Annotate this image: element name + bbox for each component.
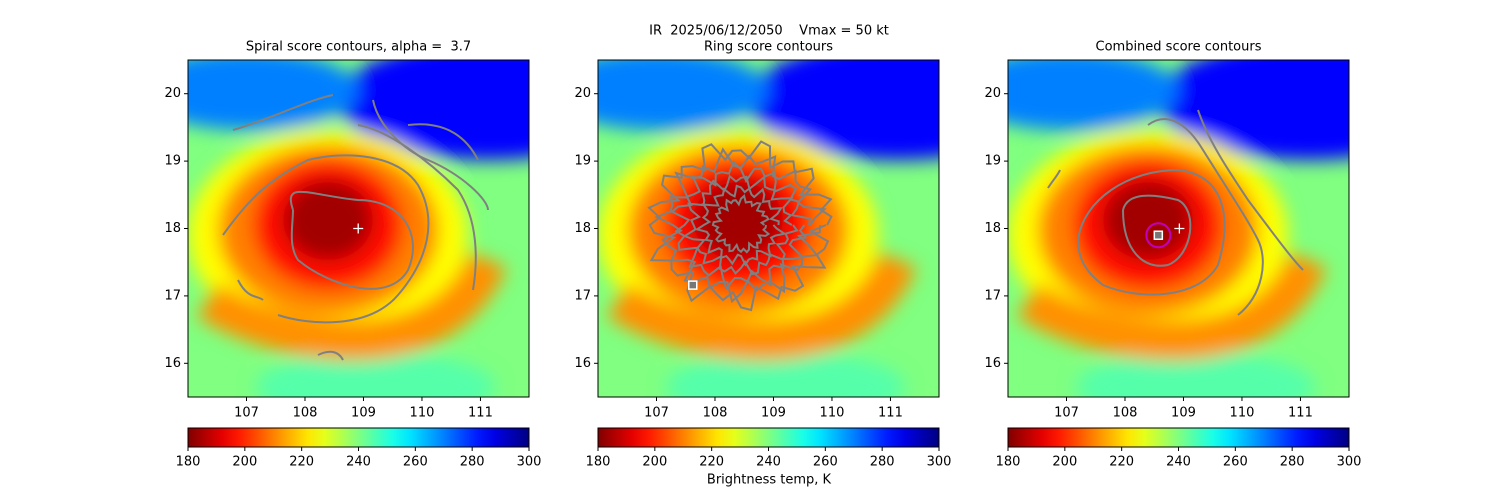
x-tick-label: 107 [644, 406, 669, 421]
colorbar [1007, 427, 1350, 448]
colorbar-tick-label: 240 [346, 455, 371, 470]
x-tick-label: 111 [878, 406, 903, 421]
y-tick-label: 20 [574, 86, 591, 101]
center-square [1153, 230, 1164, 240]
contours [222, 94, 489, 361]
colorbar-tick-label: 280 [870, 455, 895, 470]
cloud [1159, 60, 1349, 160]
contour [232, 94, 334, 131]
x-tick-label: 108 [703, 406, 728, 421]
colorbar-tick-label: 240 [756, 455, 781, 470]
cloud [1008, 60, 1178, 130]
x-tick-label: 110 [1230, 406, 1255, 421]
colorbar-tick-label: 200 [232, 455, 257, 470]
cloud [255, 352, 496, 397]
colorbar-tick-label: 280 [1280, 455, 1305, 470]
contour [1197, 109, 1304, 271]
x-tick-label: 111 [468, 406, 493, 421]
colorbar-tick-label: 220 [699, 455, 724, 470]
colorbar-tick-label: 280 [460, 455, 485, 470]
x-tick-label: 107 [234, 406, 259, 421]
contour [237, 279, 264, 301]
panel-title: Spiral score contours, alpha = 3.7 [246, 40, 471, 55]
cloud [188, 60, 358, 130]
x-tick-label: 109 [1171, 406, 1196, 421]
colorbar [597, 427, 940, 448]
image [188, 60, 529, 397]
x-tick-label: 108 [293, 406, 318, 421]
colorbar-tick-label: 220 [289, 455, 314, 470]
colorbar-tick-label: 300 [927, 455, 952, 470]
image [598, 60, 939, 397]
colorbar-tick-label: 240 [1166, 455, 1191, 470]
colorbar-label: Brightness temp, K [707, 473, 832, 488]
cloud [1075, 352, 1316, 397]
colorbar [187, 427, 530, 448]
center-circle [1145, 222, 1172, 249]
cloud [665, 352, 906, 397]
x-tick-label: 108 [1113, 406, 1138, 421]
x-tick-label: 109 [761, 406, 786, 421]
contour [647, 140, 833, 312]
center-plus [1174, 223, 1185, 234]
cloud [749, 60, 939, 160]
contour [289, 190, 414, 290]
y-tick-label: 19 [984, 154, 1001, 169]
contour [317, 350, 344, 361]
contour [1047, 169, 1061, 189]
colorbar-tick-label: 200 [1052, 455, 1077, 470]
colorbar-tick-label: 260 [403, 455, 428, 470]
contour [407, 123, 479, 161]
figure-title: IR 2025/06/12/2050 Vmax = 50 kt [649, 24, 889, 39]
contour [1147, 118, 1264, 316]
contour [222, 154, 430, 324]
cloud [1103, 180, 1193, 260]
contour [1077, 168, 1226, 296]
y-tick-label: 16 [984, 356, 1001, 371]
spiral-band [196, 251, 507, 360]
center-plus [353, 223, 364, 234]
y-tick-label: 20 [164, 86, 181, 101]
x-tick-label: 107 [1054, 406, 1079, 421]
y-tick-label: 18 [984, 221, 1001, 236]
y-tick-label: 19 [574, 154, 591, 169]
image [1008, 60, 1349, 397]
y-tick-label: 16 [164, 356, 181, 371]
colorbar-tick-label: 300 [1337, 455, 1362, 470]
colorbar-tick-label: 180 [586, 455, 611, 470]
x-tick-label: 109 [351, 406, 376, 421]
y-tick-label: 17 [164, 288, 181, 303]
spiral-band [1016, 251, 1327, 360]
center-square [688, 280, 698, 290]
colorbar-tick-label: 180 [176, 455, 201, 470]
x-tick-label: 111 [1288, 406, 1313, 421]
spiral-band [606, 251, 917, 360]
contours [1047, 109, 1304, 316]
y-tick-label: 17 [984, 288, 1001, 303]
colorbar-tick-label: 260 [813, 455, 838, 470]
panel-title: Ring score contours [704, 40, 833, 55]
colorbar-tick-label: 220 [1109, 455, 1134, 470]
image-field [1008, 60, 1349, 397]
y-tick-label: 19 [164, 154, 181, 169]
colorbar-tick-label: 200 [642, 455, 667, 470]
colorbar-tick-label: 260 [1223, 455, 1248, 470]
x-tick-label: 110 [410, 406, 435, 421]
y-tick-label: 16 [574, 356, 591, 371]
colorbar-tick-label: 300 [517, 455, 542, 470]
colorbar-tick-label: 180 [996, 455, 1021, 470]
contour [372, 99, 489, 211]
cloud [598, 60, 768, 130]
x-tick-label: 110 [820, 406, 845, 421]
contour [1122, 194, 1192, 267]
contours [647, 140, 833, 312]
y-tick-label: 18 [164, 221, 181, 236]
y-tick-label: 17 [574, 288, 591, 303]
panel-title: Combined score contours [1096, 40, 1262, 55]
y-tick-label: 20 [984, 86, 1001, 101]
contour [357, 124, 477, 291]
y-tick-label: 18 [574, 221, 591, 236]
